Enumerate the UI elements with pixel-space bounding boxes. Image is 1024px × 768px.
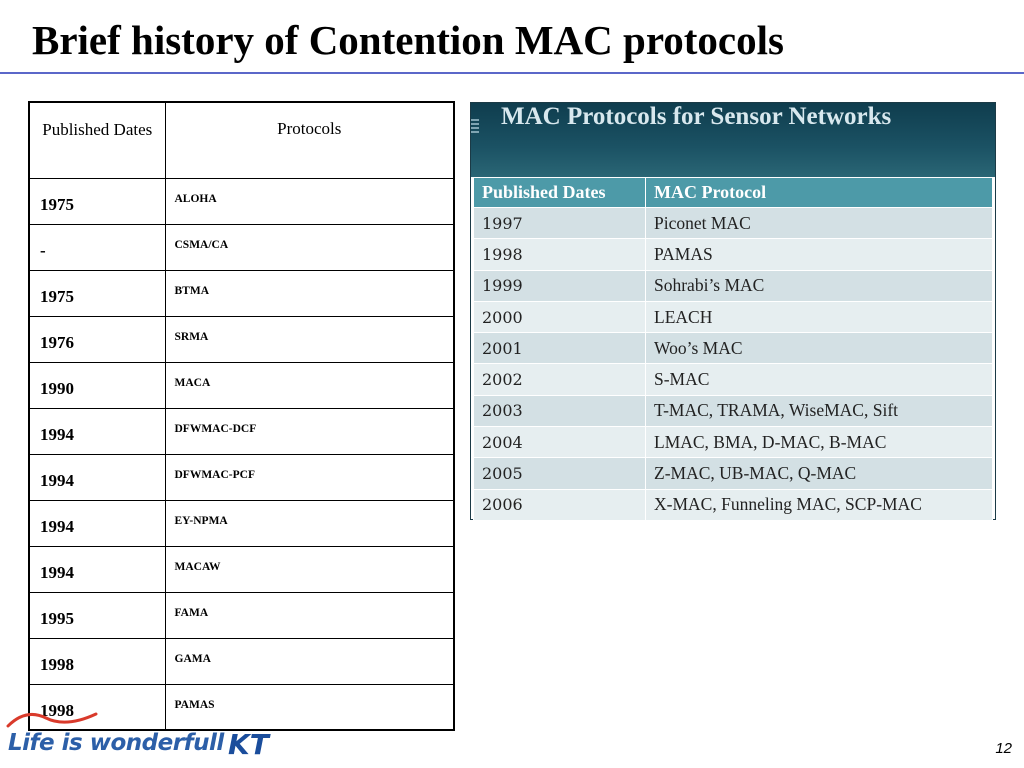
table-row: 2006 X-MAC, Funneling MAC, SCP-MAC — [473, 488, 993, 521]
table-row: 1975 BTMA — [28, 269, 455, 317]
row-protocol: Woo’s MAC — [645, 332, 993, 365]
table-row: 1994 DFWMAC-DCF — [28, 407, 455, 455]
row-date: 2001 — [473, 332, 646, 365]
row-date: 2000 — [473, 300, 646, 334]
row-protocol: DFWMAC-PCF — [164, 453, 455, 501]
row-protocol: FAMA — [164, 591, 455, 639]
slide-title: Brief history of Contention MAC protocol… — [32, 17, 784, 63]
row-date: 2002 — [473, 363, 646, 396]
row-date: 1976 — [28, 315, 166, 363]
row-date: - — [28, 223, 166, 271]
row-date: 1995 — [28, 591, 166, 639]
row-protocol: Z-MAC, UB-MAC, Q-MAC — [645, 457, 993, 490]
table-row: - CSMA/CA — [28, 223, 455, 271]
row-protocol: X-MAC, Funneling MAC, SCP-MAC — [645, 488, 993, 521]
row-date: 1998 — [28, 683, 166, 731]
table-row: 1998 GAMA — [28, 637, 455, 685]
row-protocol: LEACH — [645, 300, 993, 334]
row-date: 1998 — [28, 637, 166, 685]
table-row: 2001 Woo’s MAC — [473, 332, 993, 365]
row-date: 1994 — [28, 407, 166, 455]
table-header-row: Published Dates Protocols — [28, 101, 455, 179]
table-row: 1997 Piconet MAC — [473, 206, 993, 240]
table-row: 2004 LMAC, BMA, D-MAC, B-MAC — [473, 426, 993, 459]
row-protocol: MACA — [164, 361, 455, 409]
table-row: 1999 Sohrabi’s MAC — [473, 269, 993, 302]
table-row: 1994 MACAW — [28, 545, 455, 593]
table-header-row: Published Dates MAC Protocol — [473, 177, 993, 208]
table-row: 1998 PAMAS — [473, 238, 993, 271]
table-row: 1976 SRMA — [28, 315, 455, 363]
row-protocol: MACAW — [164, 545, 455, 593]
row-protocol: BTMA — [164, 269, 455, 317]
row-protocol: Piconet MAC — [645, 206, 993, 240]
table-row: 1990 MACA — [28, 361, 455, 409]
row-protocol: ALOHA — [164, 177, 455, 225]
row-date: 1994 — [28, 453, 166, 501]
header-protocols: Protocols — [164, 101, 455, 179]
row-protocol: EY-NPMA — [164, 499, 455, 547]
bars-icon — [471, 119, 479, 135]
row-date: 1990 — [28, 361, 166, 409]
row-date: 1975 — [28, 177, 166, 225]
table-row: 1994 DFWMAC-PCF — [28, 453, 455, 501]
kt-logo-swoosh — [6, 712, 98, 728]
row-date: 1999 — [473, 269, 646, 302]
row-date: 2005 — [473, 457, 646, 490]
title-divider — [0, 72, 1024, 74]
row-date: 1994 — [28, 499, 166, 547]
header-published-dates: Published Dates — [473, 177, 646, 208]
row-date: 2004 — [473, 426, 646, 459]
row-date: 2003 — [473, 394, 646, 428]
row-protocol: GAMA — [164, 637, 455, 685]
table-row: 1995 FAMA — [28, 591, 455, 639]
row-protocol: LMAC, BMA, D-MAC, B-MAC — [645, 426, 993, 459]
table-row: 1975 ALOHA — [28, 177, 455, 225]
row-protocol: S-MAC — [645, 363, 993, 396]
sensor-networks-image: MAC Protocols for Sensor Networks Publis… — [470, 102, 996, 521]
row-protocol: PAMAS — [164, 683, 455, 731]
sensor-panel-header: MAC Protocols for Sensor Networks — [471, 103, 995, 177]
row-date: 1994 — [28, 545, 166, 593]
table-row: 1994 EY-NPMA — [28, 499, 455, 547]
contention-protocols-table: Published Dates Protocols 1975 ALOHA - C… — [28, 101, 455, 731]
footer-tagline: Life is wonderfull — [8, 730, 224, 756]
sensor-panel-title: MAC Protocols for Sensor Networks — [501, 103, 892, 130]
row-protocol: CSMA/CA — [164, 223, 455, 271]
row-protocol: DFWMAC-DCF — [164, 407, 455, 455]
row-date: 1997 — [473, 206, 646, 240]
table-row: 2002 S-MAC — [473, 363, 993, 396]
brand-logo: KT — [228, 728, 269, 761]
row-protocol: PAMAS — [645, 238, 993, 271]
page-number: 12 — [995, 740, 1012, 757]
table-row: 2003 T-MAC, TRAMA, WiseMAC, Sift — [473, 394, 993, 428]
table-row: 2000 LEACH — [473, 300, 993, 334]
row-date: 2006 — [473, 488, 646, 521]
table-row: 2005 Z-MAC, UB-MAC, Q-MAC — [473, 457, 993, 490]
row-date: 1975 — [28, 269, 166, 317]
table-row: 1998 PAMAS — [28, 683, 455, 731]
sensor-protocols-table: Published Dates MAC Protocol 1997 Picone… — [473, 177, 993, 521]
row-date: 1998 — [473, 238, 646, 271]
row-protocol: Sohrabi’s MAC — [645, 269, 993, 302]
header-mac-protocol: MAC Protocol — [645, 177, 993, 208]
row-protocol: T-MAC, TRAMA, WiseMAC, Sift — [645, 394, 993, 428]
header-published-dates: Published Dates — [28, 101, 166, 179]
row-protocol: SRMA — [164, 315, 455, 363]
